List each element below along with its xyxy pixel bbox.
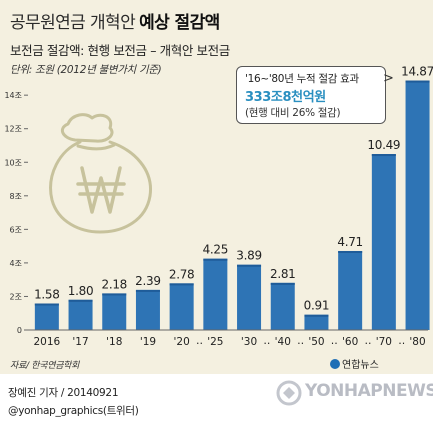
bar-top-4 xyxy=(169,283,194,286)
value-label-4: 2.78 xyxy=(169,267,195,281)
value-label-5: 4.25 xyxy=(203,243,229,257)
value-label-7: 2.81 xyxy=(270,267,296,281)
x-ellipsis: ‥ xyxy=(398,335,405,347)
bar-2 xyxy=(102,293,127,330)
bar-top-11 xyxy=(405,80,430,83)
x-tick-label-8: '50 xyxy=(308,336,324,348)
bars: 1.58 1.80 2.18 2.39 2.78 4.25 3.89 2.81 0.91 4.71… xyxy=(34,65,433,330)
x-tick-label-0: 2016 xyxy=(33,336,60,348)
value-label-6: 3.89 xyxy=(236,249,262,263)
cumulative-savings-callout: '16~'80년 누적 절감 효과 333조8천억원 (현행 대비 26% 절감… xyxy=(236,66,386,124)
y-tick-label: 14조 xyxy=(4,91,22,100)
twitter-handle: @yonhap_graphics(트위터) xyxy=(8,405,139,417)
x-tick-label-7: '40 xyxy=(275,336,291,348)
bar-top-3 xyxy=(135,289,160,292)
bar-top-6 xyxy=(237,264,262,267)
bar-1 xyxy=(68,299,93,330)
value-label-8: 0.91 xyxy=(304,299,330,313)
bar-top-9 xyxy=(338,250,363,253)
bar-9 xyxy=(338,250,363,330)
callout-total: 333조8천억원 xyxy=(245,90,326,105)
x-tick-label-1: '17 xyxy=(72,336,88,348)
byline: 장예진 기자 / 20140921 xyxy=(8,387,119,399)
bar-top-8 xyxy=(304,314,329,317)
x-axis: 2016 '17 '18 '19 '20 ‥ '25 '30 ‥ '40 ‥ '50 ‥ '60 ‥ '70 ‥… xyxy=(33,335,425,348)
title-main: 공무원연금 개혁안 xyxy=(10,13,136,33)
bar-4 xyxy=(169,283,194,330)
value-label-9: 4.71 xyxy=(337,235,363,249)
y-tick-label: 2조 xyxy=(10,292,22,301)
x-tick-label-10: '70 xyxy=(376,336,392,348)
x-tick-label-2: '18 xyxy=(106,336,122,348)
bar-7 xyxy=(270,282,295,330)
x-ellipsis: ‥ xyxy=(331,335,338,347)
bar-8 xyxy=(304,314,329,330)
y-tick-label: 10조 xyxy=(4,158,22,167)
watermark-text: YONHAPNEWS xyxy=(305,381,433,401)
value-label-2: 2.18 xyxy=(101,277,127,291)
x-tick-label-11: '80 xyxy=(409,336,425,348)
x-tick-label-6: '30 xyxy=(241,336,257,348)
callout-period: '16~'80년 누적 절감 효과 xyxy=(245,73,359,85)
money-bag-icon xyxy=(49,113,152,234)
x-tick-label-4: '20 xyxy=(174,336,190,348)
value-label-10: 10.49 xyxy=(367,138,400,152)
bar-top-5 xyxy=(203,258,228,261)
source-note: 자료/ 한국연금학회 xyxy=(10,361,80,371)
y-tick-label: 4조 xyxy=(10,259,22,268)
bar-10 xyxy=(371,154,396,330)
x-ellipsis: ‥ xyxy=(263,335,270,347)
title-highlight: 예상 절감액 xyxy=(139,13,220,33)
page-title: 공무원연금 개혁안 예상 절감액 xyxy=(10,8,220,33)
won-sign-icon xyxy=(76,166,126,214)
value-label-1: 1.80 xyxy=(68,284,94,298)
y-tick-label: 8조 xyxy=(10,192,22,201)
callout-pointer-icon: > xyxy=(383,71,394,86)
x-ellipsis: ‥ xyxy=(196,335,203,347)
bar-top-7 xyxy=(270,282,295,285)
yonhap-logo-icon xyxy=(330,359,340,369)
yonhap-logo: 연합뉴스 xyxy=(330,356,379,371)
unit-note: 단위: 조원 (2012년 불변가치 기준) xyxy=(10,64,162,76)
watermark-icon xyxy=(276,380,302,406)
bar-chart: 0 2조 4조 6조 8조 10조 12조 14조 1.58 1.80 2.18 2.39 2.78 4… xyxy=(4,65,433,348)
bar-top-2 xyxy=(102,293,127,296)
y-tick-label: 12조 xyxy=(4,125,22,134)
x-ellipsis: ‥ xyxy=(364,335,371,347)
value-label-11: 14.87 xyxy=(401,65,433,79)
y-tick-label: 6조 xyxy=(10,225,22,234)
value-label-0: 1.58 xyxy=(34,287,60,301)
logo-text: 연합뉴스 xyxy=(342,360,379,371)
bar-3 xyxy=(135,289,160,330)
bar-0 xyxy=(34,303,59,330)
callout-ratio: (현행 대비 26% 절감) xyxy=(245,107,341,119)
x-tick-label-9: '60 xyxy=(342,336,358,348)
bar-11 xyxy=(405,80,430,330)
x-ellipsis: ‥ xyxy=(297,335,304,347)
chart-subtitle: 보전금 절감액: 현행 보전금 – 개혁안 보전금 xyxy=(10,43,230,58)
bar-5 xyxy=(203,258,228,330)
bar-top-10 xyxy=(371,154,396,157)
y-axis: 0 2조 4조 6조 8조 10조 12조 14조 xyxy=(4,91,28,335)
x-tick-label-5: '25 xyxy=(207,336,223,348)
value-label-3: 2.39 xyxy=(135,274,161,288)
bar-top-0 xyxy=(34,303,59,306)
y-tick-label: 0 xyxy=(17,326,22,335)
bar-top-1 xyxy=(68,299,93,302)
x-tick-label-3: '19 xyxy=(140,336,156,348)
bar-6 xyxy=(237,264,262,330)
yonhapnews-watermark: YONHAPNEWS xyxy=(275,379,433,409)
